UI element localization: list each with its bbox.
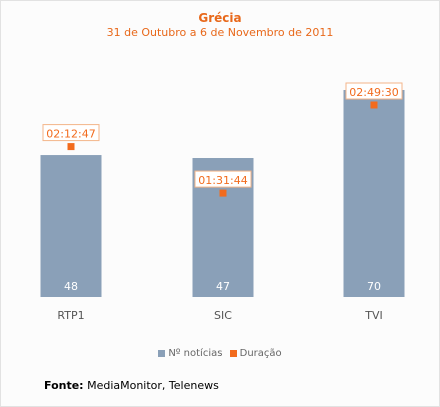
duration-label-rtp1: 02:12:47 [46,128,95,141]
legend-item-duracao: Duração [229,348,282,359]
category-label-tvi: TVI [364,309,383,322]
legend-swatch-duracao [229,350,237,357]
chart-plot: 48 RTP1 02:12:47 47 SIC 01:31:44 70 TVI 02:49:30 [40,82,405,322]
duration-label-sic: 01:31:44 [198,174,247,187]
legend-item-noticias: Nº notícias [158,348,222,359]
duration-marker-sic [219,189,227,197]
legend-label-noticias: Nº notícias [168,348,223,359]
bar-value-label-rtp1: 48 [64,280,78,293]
source-text: MediaMonitor, Telenews [87,379,219,392]
legend-label-duracao: Duração [239,348,282,359]
source-label: Fonte: [44,379,84,392]
duration-label-tvi: 02:49:30 [349,86,398,99]
source-note: Fonte: MediaMonitor, Telenews [44,379,219,392]
bar-value-label-tvi: 70 [367,280,381,293]
category-label-sic: SIC [214,309,232,322]
duration-label-box-sic [194,170,252,188]
bar-tvi [343,90,405,297]
duration-marker-tvi [370,101,378,109]
chart-title: Grécia [198,11,242,25]
category-label-rtp1: RTP1 [57,309,84,322]
chart-legend: Nº notícias Duração [0,348,440,360]
chart-subtitle: 31 de Outubro a 6 de Novembro de 2011 [106,26,334,39]
duration-label-box-tvi [345,82,403,100]
bar-rtp1 [40,155,102,297]
duration-marker-rtp1 [67,143,75,151]
duration-label-box-rtp1 [42,124,100,142]
bar-value-label-sic: 47 [216,280,230,293]
legend-swatch-noticias [158,350,166,357]
